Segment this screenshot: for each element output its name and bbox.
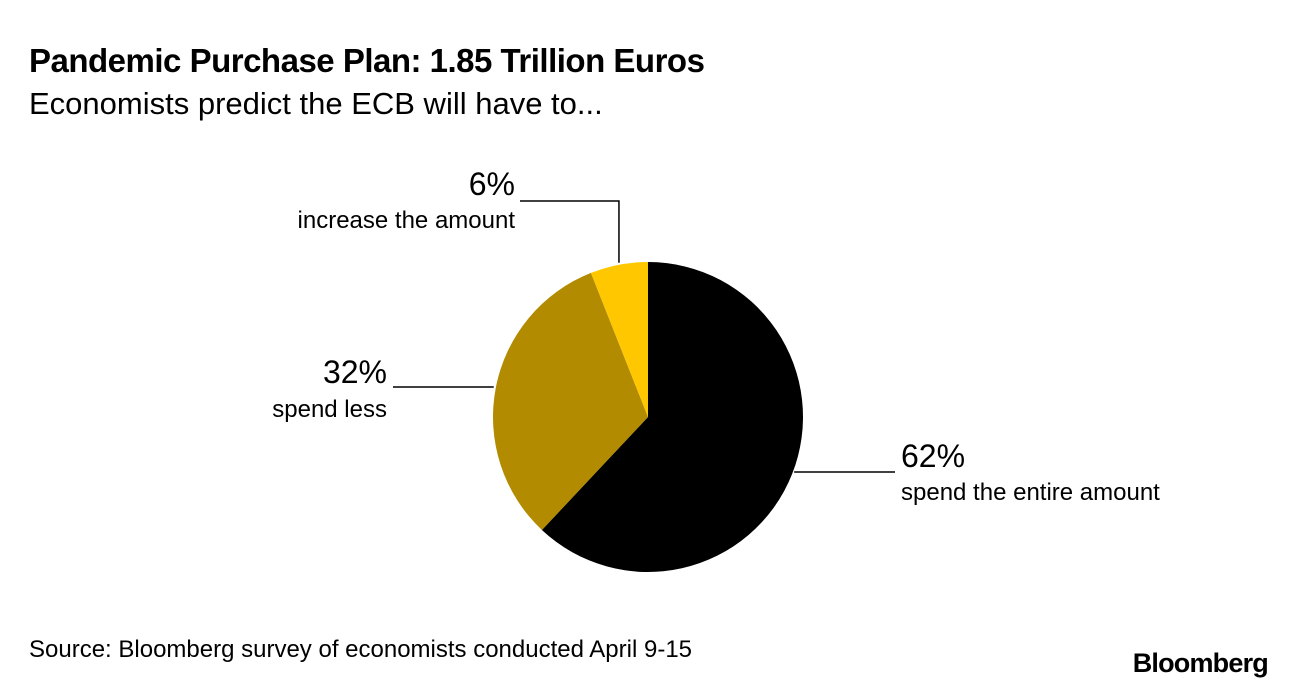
- slice-value-label-spend-less: 32%: [323, 354, 387, 390]
- slice-value-label-increase: 6%: [469, 166, 515, 202]
- slice-category-label-spend-less: spend less: [272, 396, 387, 423]
- source-note: Source: Bloomberg survey of economists c…: [29, 636, 693, 663]
- slice-category-label-increase: increase the amount: [298, 207, 516, 234]
- pie-slice-increase: [590, 262, 648, 417]
- pie-slice-spend-entire: [541, 262, 804, 572]
- pie-slice-spend-less: [492, 272, 648, 530]
- brand-logo: Bloomberg: [1132, 648, 1269, 678]
- pie-slices: [492, 262, 804, 572]
- chart-subtitle: Economists predict the ECB will have to.…: [29, 86, 603, 121]
- chart-title: Pandemic Purchase Plan: 1.85 Trillion Eu…: [29, 42, 705, 79]
- leader-line-increase: [520, 200, 620, 263]
- leader-lines: [393, 200, 895, 473]
- slice-category-label-spend-entire: spend the entire amount: [901, 479, 1160, 506]
- slice-labels: 62% spend the entire amount 32% spend le…: [272, 166, 1160, 506]
- slice-value-label-spend-entire: 62%: [901, 438, 965, 474]
